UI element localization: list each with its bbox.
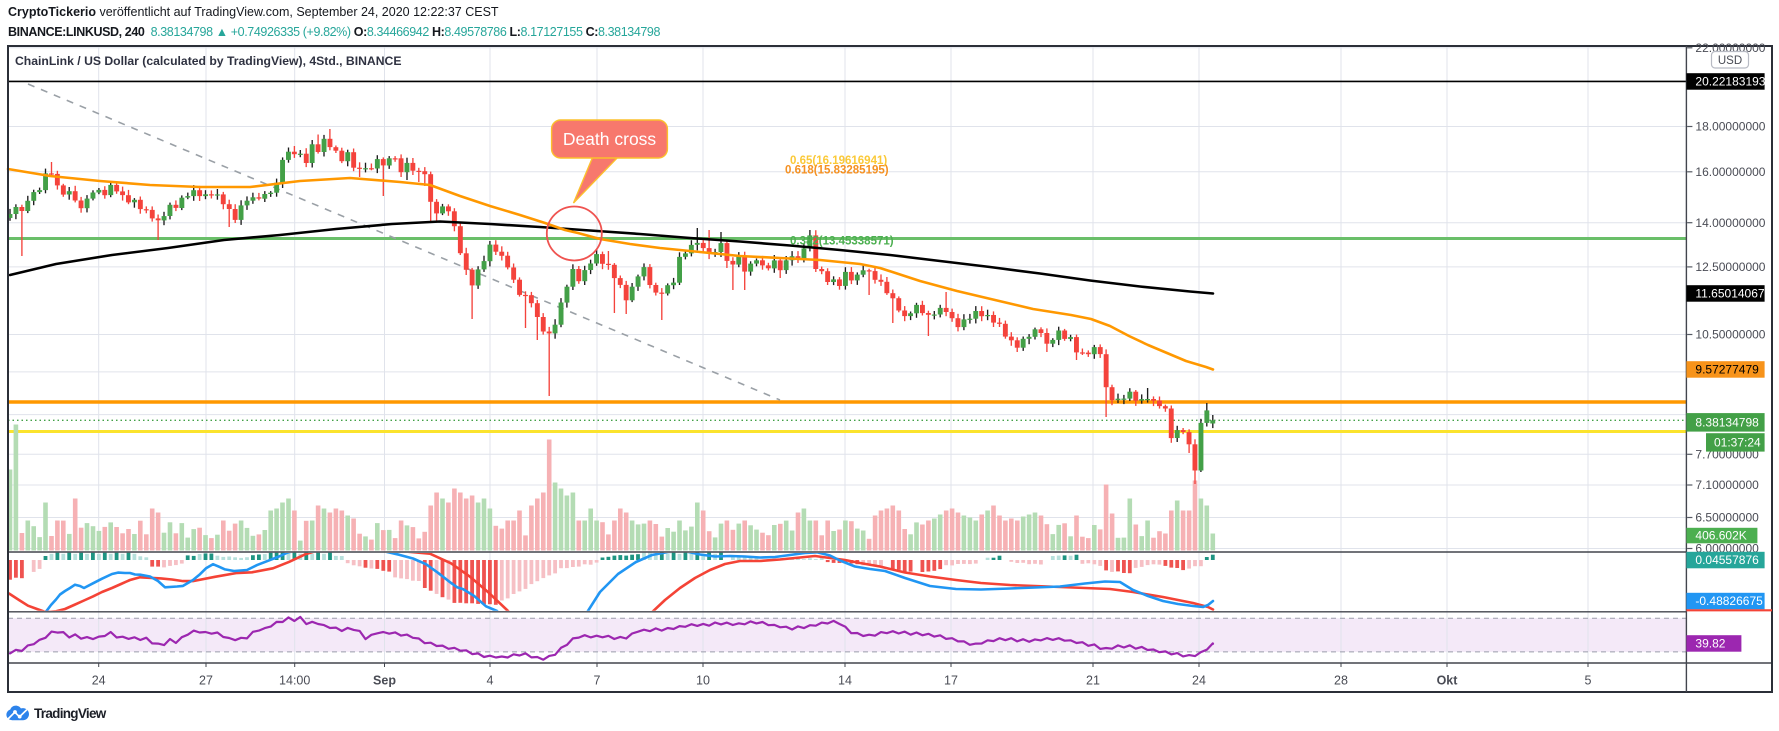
- svg-text:6.50000000: 6.50000000: [1695, 511, 1759, 525]
- svg-text:24: 24: [1192, 674, 1206, 688]
- svg-text:8.38134798: 8.38134798: [1695, 415, 1759, 429]
- svg-text:4: 4: [487, 674, 494, 688]
- svg-text:11.65014067: 11.65014067: [1695, 287, 1765, 301]
- svg-text:0.382(13.45338571): 0.382(13.45338571): [790, 236, 894, 248]
- svg-text:7: 7: [594, 674, 601, 688]
- svg-text:17: 17: [944, 674, 958, 688]
- svg-text:01:37:24: 01:37:24: [1714, 436, 1761, 450]
- svg-text:0.04557876: 0.04557876: [1695, 553, 1759, 567]
- svg-text:28: 28: [1334, 674, 1348, 688]
- svg-text:18.00000000: 18.00000000: [1695, 120, 1765, 134]
- svg-text:39.82: 39.82: [1695, 637, 1725, 651]
- svg-text:12.50000000: 12.50000000: [1695, 260, 1765, 274]
- svg-text:24: 24: [92, 674, 106, 688]
- svg-text:16.00000000: 16.00000000: [1695, 165, 1765, 179]
- svg-text:10.50000000: 10.50000000: [1695, 328, 1765, 342]
- svg-text:10: 10: [696, 674, 710, 688]
- svg-text:27: 27: [199, 674, 213, 688]
- svg-text:Death cross: Death cross: [563, 129, 657, 149]
- svg-text:5: 5: [1585, 674, 1592, 688]
- svg-text:7.10000000: 7.10000000: [1695, 478, 1759, 492]
- svg-text:14: 14: [838, 674, 852, 688]
- svg-text:20.22183193: 20.22183193: [1695, 74, 1765, 88]
- svg-text:14.00000000: 14.00000000: [1695, 216, 1765, 230]
- svg-text:Sep: Sep: [373, 674, 396, 688]
- svg-text:0.65(16.19616941): 0.65(16.19616941): [790, 155, 887, 167]
- svg-text:ChainLink / US Dollar (calcula: ChainLink / US Dollar (calculated by Tra…: [15, 54, 401, 68]
- svg-text:-0.48826675: -0.48826675: [1695, 594, 1763, 608]
- svg-text:USD: USD: [1718, 55, 1742, 67]
- svg-text:Okt: Okt: [1437, 674, 1459, 688]
- svg-text:14:00: 14:00: [279, 674, 310, 688]
- svg-text:9.57277479: 9.57277479: [1695, 363, 1759, 377]
- svg-text:21: 21: [1086, 674, 1100, 688]
- svg-text:406.602K: 406.602K: [1695, 529, 1746, 543]
- svg-text:0.618(15.83285195): 0.618(15.83285195): [785, 165, 889, 177]
